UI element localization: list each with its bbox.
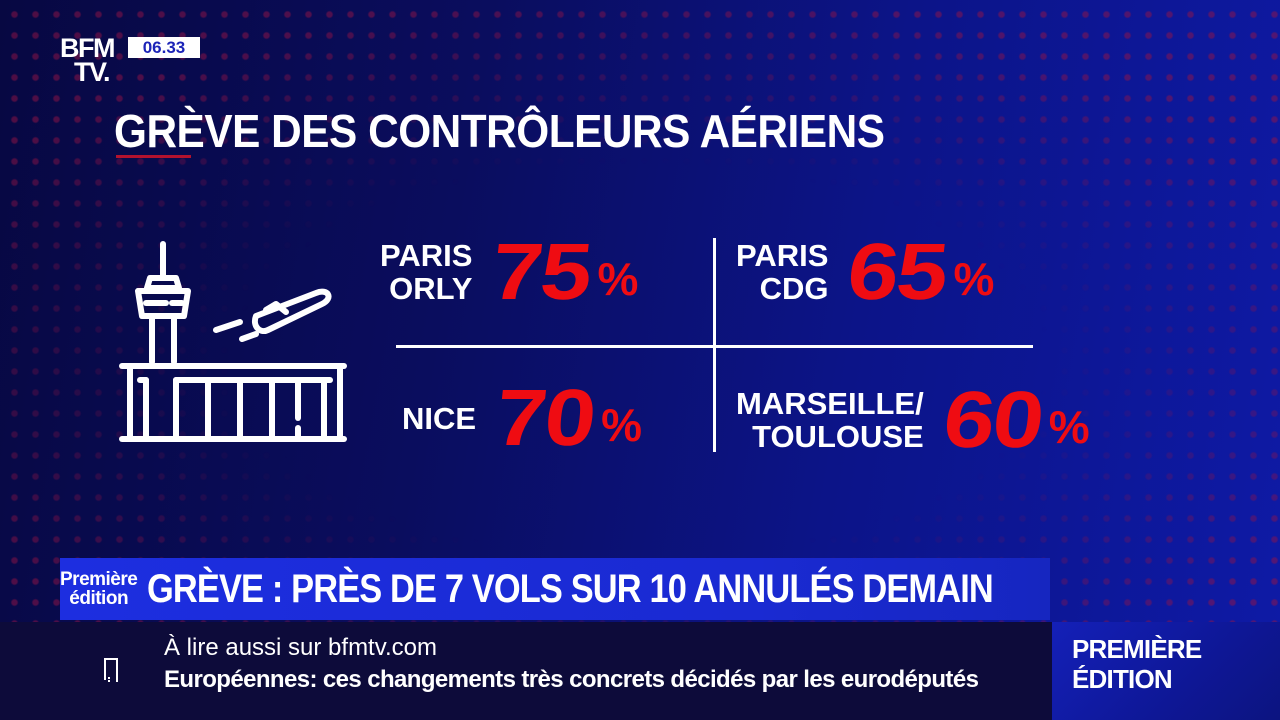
stat-label: NICE	[402, 400, 477, 436]
mobile-phone-icon	[104, 658, 118, 680]
news-ticker: À lire aussi sur bfmtv.com Européennes: …	[0, 622, 1052, 720]
logo-line-1: BFM	[60, 33, 115, 63]
stat-paris-orly: PARIS ORLY 75 %	[380, 227, 639, 316]
stat-value: 70	[491, 373, 599, 462]
show-name: Première édition	[60, 569, 138, 609]
stat-nice: NICE 70 %	[402, 373, 642, 462]
stat-value: 65	[843, 227, 951, 316]
headline-banner: Première édition GRÈVE : PRÈS DE 7 VOLS …	[60, 558, 1050, 620]
show-brand-box: PREMIÈRE ÉDITION	[1052, 622, 1280, 720]
stat-paris-cdg: PARIS CDG 65 %	[736, 227, 995, 316]
logo-line-2: TV.	[74, 57, 111, 87]
title-underline	[116, 155, 191, 158]
stat-value: 60	[939, 375, 1047, 464]
stat-marseille-toulouse: MARSEILLE/ TOULOUSE 60 %	[736, 375, 1090, 464]
stat-value: 75	[487, 227, 595, 316]
headline-text: GRÈVE : PRÈS DE 7 VOLS SUR 10 ANNULÉS DE…	[147, 566, 994, 611]
mobile-phone-icon-dots	[108, 677, 118, 680]
stat-unit: %	[1048, 401, 1090, 453]
stat-unit: %	[953, 253, 995, 305]
graphic-title: GRÈVE DES CONTRÔLEURS AÉRIENS	[114, 105, 885, 157]
airport-control-tower-plane-icon	[119, 241, 347, 442]
ticker-story: Européennes: ces changements très concre…	[164, 666, 979, 693]
stat-label: PARIS ORLY	[380, 238, 473, 306]
ticker-kicker: À lire aussi sur bfmtv.com	[164, 634, 437, 661]
clock: 06.33	[128, 37, 200, 58]
stat-unit: %	[601, 399, 642, 451]
show-brand-text: PREMIÈRE ÉDITION	[1072, 634, 1202, 694]
channel-logo: BFM TV.	[60, 33, 115, 87]
grid-divider-horizontal	[396, 345, 1033, 348]
stat-label: MARSEILLE/ TOULOUSE	[736, 386, 924, 454]
stat-label: PARIS CDG	[736, 238, 829, 306]
stat-unit: %	[597, 253, 639, 305]
